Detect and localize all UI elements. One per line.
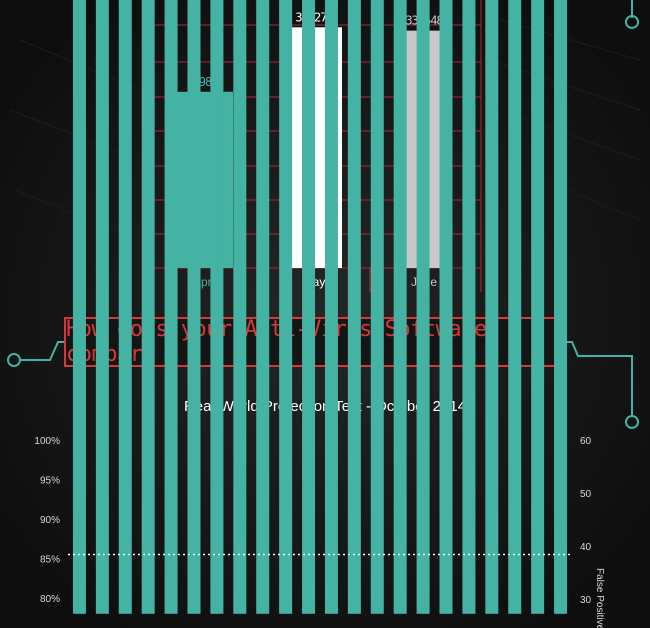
y2-tick-label: 30 xyxy=(580,595,592,606)
bar-segment-teal xyxy=(393,0,407,614)
bar-segment-teal xyxy=(118,0,132,614)
bar-segment-teal xyxy=(302,0,316,614)
y2-axis-label: False Positive xyxy=(594,568,605,628)
bar-segment-teal xyxy=(187,0,201,614)
y2-tick-label: 60 xyxy=(580,436,592,447)
bar-segment-teal xyxy=(279,0,293,614)
bar-segment-teal xyxy=(95,0,109,614)
bar-segment-teal xyxy=(531,0,545,614)
bar-segment-teal xyxy=(233,0,247,614)
bar-segment-teal xyxy=(508,0,522,614)
bar-april xyxy=(177,91,233,269)
bar-segment-teal xyxy=(347,0,361,614)
y-tick-label: 85% xyxy=(40,555,60,566)
y2-tick-label: 40 xyxy=(580,542,592,553)
bar-segment-teal xyxy=(164,0,178,614)
y2-tick-label: 50 xyxy=(580,489,592,500)
y-tick-label: 90% xyxy=(40,515,60,526)
bar-segment-teal xyxy=(324,0,338,614)
bar-segment-teal xyxy=(554,0,568,614)
y-tick-label: 100% xyxy=(34,436,60,447)
y-tick-label: 80% xyxy=(40,594,60,605)
bar-segment-teal xyxy=(370,0,384,614)
bar-segment-teal xyxy=(462,0,476,614)
bar-segment-teal xyxy=(439,0,453,614)
bar-segment-teal xyxy=(141,0,155,614)
bar-segment-teal xyxy=(256,0,270,614)
bar-segment-teal xyxy=(72,0,86,614)
y-tick-label: 95% xyxy=(40,476,60,487)
bar-segment-teal xyxy=(416,0,430,614)
bar-segment-teal xyxy=(210,0,224,614)
bar-segment-teal xyxy=(485,0,499,614)
